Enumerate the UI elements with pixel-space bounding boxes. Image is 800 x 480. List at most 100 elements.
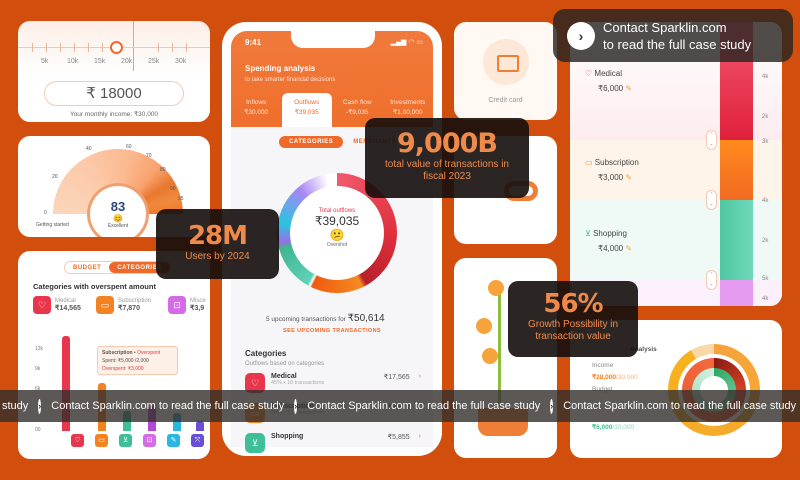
phone-notch — [291, 31, 375, 48]
tick — [186, 43, 187, 52]
marquee-text: study — [2, 400, 29, 412]
budget-amount-subscription[interactable]: ₹3,000 ✎ — [598, 173, 632, 182]
tooltip-spent: Spent: ₹5,000 /2,000 — [102, 358, 149, 364]
cart-icon[interactable]: ⊻ — [119, 434, 132, 447]
donut-label: Total outflows — [318, 208, 356, 214]
tab-investments[interactable]: Investments ₹1,00,000 — [383, 93, 434, 127]
category-row-shopping[interactable]: ⊻ Shopping ₹5,855 › — [245, 433, 421, 453]
slider-indicator-line — [133, 21, 134, 71]
score-status: Excellent — [107, 223, 129, 229]
item-name: Shopping — [593, 229, 627, 238]
wrench-icon[interactable]: ✎ — [167, 434, 180, 447]
credit-card-tile[interactable]: Credit card — [454, 22, 557, 120]
score-value: 83 — [110, 199, 126, 214]
coin-icon — [488, 280, 504, 296]
resize-handle[interactable]: ⌃ ⌄ — [706, 270, 717, 290]
monthly-income-note: Your monthly income: ₹30,000 — [69, 111, 159, 118]
video-icon: ▭ — [96, 296, 114, 314]
resize-handle[interactable]: ⌃ ⌄ — [706, 130, 717, 150]
pencil-icon[interactable]: ✎ — [625, 244, 633, 253]
resize-handle[interactable]: ⌃ ⌄ — [706, 190, 717, 210]
segment-categories[interactable]: CATEGORIES — [279, 136, 344, 148]
pencil-icon[interactable]: ✎ — [625, 173, 633, 182]
tick-label: 15k — [94, 58, 106, 65]
page-subtitle: to take smarter financial decisions — [245, 77, 336, 83]
y-tick: 00 — [35, 427, 41, 433]
y-tick: 4k — [762, 296, 769, 302]
tick-label: 30k — [175, 58, 187, 65]
savings-total: /10,000 — [612, 424, 635, 431]
overspent-item-medical[interactable]: ♡ Medical ₹14,565 — [33, 296, 81, 314]
gauge-tick: 20 — [52, 174, 58, 180]
y-tick: 4k — [762, 74, 769, 80]
overspent-item-subscription[interactable]: ▭ Subscription ₹7,870 — [96, 296, 151, 314]
smile-emoji-icon: 😊 — [113, 214, 123, 223]
bar-other[interactable] — [196, 421, 204, 431]
inbox-icon: ⊡ — [168, 296, 186, 314]
category-row-medical[interactable]: ♡ Medical 45% • 10 transactions ₹17,565 › — [245, 373, 421, 393]
tick — [172, 43, 173, 52]
tab-label: Cash flow — [342, 99, 372, 106]
stat-caption: Growth Possibility in transaction value — [527, 319, 619, 342]
inbox-icon[interactable]: ⊡ — [143, 434, 156, 447]
heart-icon: ♡ — [33, 296, 51, 314]
slider-knob[interactable] — [110, 41, 123, 54]
bar-medical[interactable] — [62, 336, 70, 431]
income-amount: ₹28,000 — [592, 374, 617, 381]
y-tick: 4k — [762, 198, 769, 204]
cta-line2: to read the full case study — [603, 36, 752, 52]
tab-value: ₹1,00,000 — [393, 109, 423, 116]
amount-input[interactable]: ₹ 18000 — [44, 81, 184, 106]
coin-icon — [476, 318, 492, 334]
budget-amount-medical[interactable]: ₹6,000 ✎ — [598, 84, 632, 93]
y-tick: 2k — [762, 238, 769, 244]
y-tick: 6k — [35, 386, 41, 392]
tab-categories[interactable]: CATEGORIES — [109, 262, 170, 273]
heart-icon[interactable]: ♡ — [71, 434, 84, 447]
income-value: ₹28,000/30,000 — [592, 373, 638, 381]
income-slider-card: 5k 10k 15k 20k 25k 30k ₹ 18000 Your mont… — [18, 21, 210, 122]
stat-value: 9,000B — [397, 128, 498, 159]
see-upcoming-link[interactable]: SEE UPCOMING TRANSACTIONS — [283, 328, 382, 334]
chevron-right-icon: › — [418, 373, 421, 380]
card-title: Categories with overspent amount — [33, 282, 156, 291]
y-tick: 3k — [762, 139, 769, 145]
video-icon[interactable]: ▭ — [95, 434, 108, 447]
gauge-tick: 60 — [126, 144, 132, 150]
tab-cash-flow[interactable]: Cash flow -₹9,035 — [332, 93, 383, 127]
categories-heading: Categories — [245, 349, 287, 358]
row-amount: ₹17,565 — [383, 374, 410, 381]
y-tick: 2k — [762, 114, 769, 120]
tab-outflows[interactable]: Outflows ₹39,035 — [281, 93, 332, 127]
income-label: Income — [592, 362, 614, 369]
bar-health[interactable] — [173, 413, 181, 431]
marquee-text: Contact Sparklin.com to read the full ca… — [563, 400, 797, 412]
status-time: 9:41 — [245, 38, 262, 47]
tab-label: Inflows — [246, 99, 267, 106]
tab-budget[interactable]: BUDGET — [73, 265, 102, 271]
coin-icon — [482, 348, 498, 364]
budget-item-subscription: ▭ Subscription — [585, 158, 639, 167]
heart-icon: ♡ — [245, 373, 265, 393]
y-tick: 12k — [35, 346, 44, 352]
expand-icon[interactable]: ⤧ — [191, 434, 204, 447]
cta-marquee[interactable]: study › Contact Sparklin.com to read the… — [0, 390, 800, 422]
budget-amount-shopping[interactable]: ₹4,000 ✎ — [598, 244, 632, 253]
flow-tabs: Inflows ₹30,000 Outflows ₹39,035 Cash flow… — [231, 93, 433, 127]
contact-cta-banner[interactable]: › Contact Sparklin.com to read the full c… — [553, 9, 793, 62]
status-icons: ▂▄▆ ◠ ▭ — [390, 39, 423, 46]
budget-label: Budget — [592, 386, 613, 393]
tick — [158, 43, 159, 52]
pencil-icon[interactable]: ✎ — [625, 84, 633, 93]
bar-tooltip: Subscription • Overspent Spent: ₹5,000 /… — [97, 346, 178, 375]
tick — [102, 43, 103, 52]
overspent-item-misc[interactable]: ⊡ Misce ₹3,9 — [168, 296, 206, 314]
budget-bar-misc — [720, 280, 753, 306]
row-amount: ₹5,855 — [387, 434, 410, 441]
tab-value: -₹9,035 — [345, 109, 369, 116]
item-amount: ₹3,000 — [598, 173, 624, 182]
tab-inflows[interactable]: Inflows ₹30,000 — [231, 93, 282, 127]
tab-label: Investments — [390, 99, 426, 106]
categories-subheading: Outflows based on categories — [245, 361, 325, 367]
row-name: Shopping — [271, 433, 304, 440]
